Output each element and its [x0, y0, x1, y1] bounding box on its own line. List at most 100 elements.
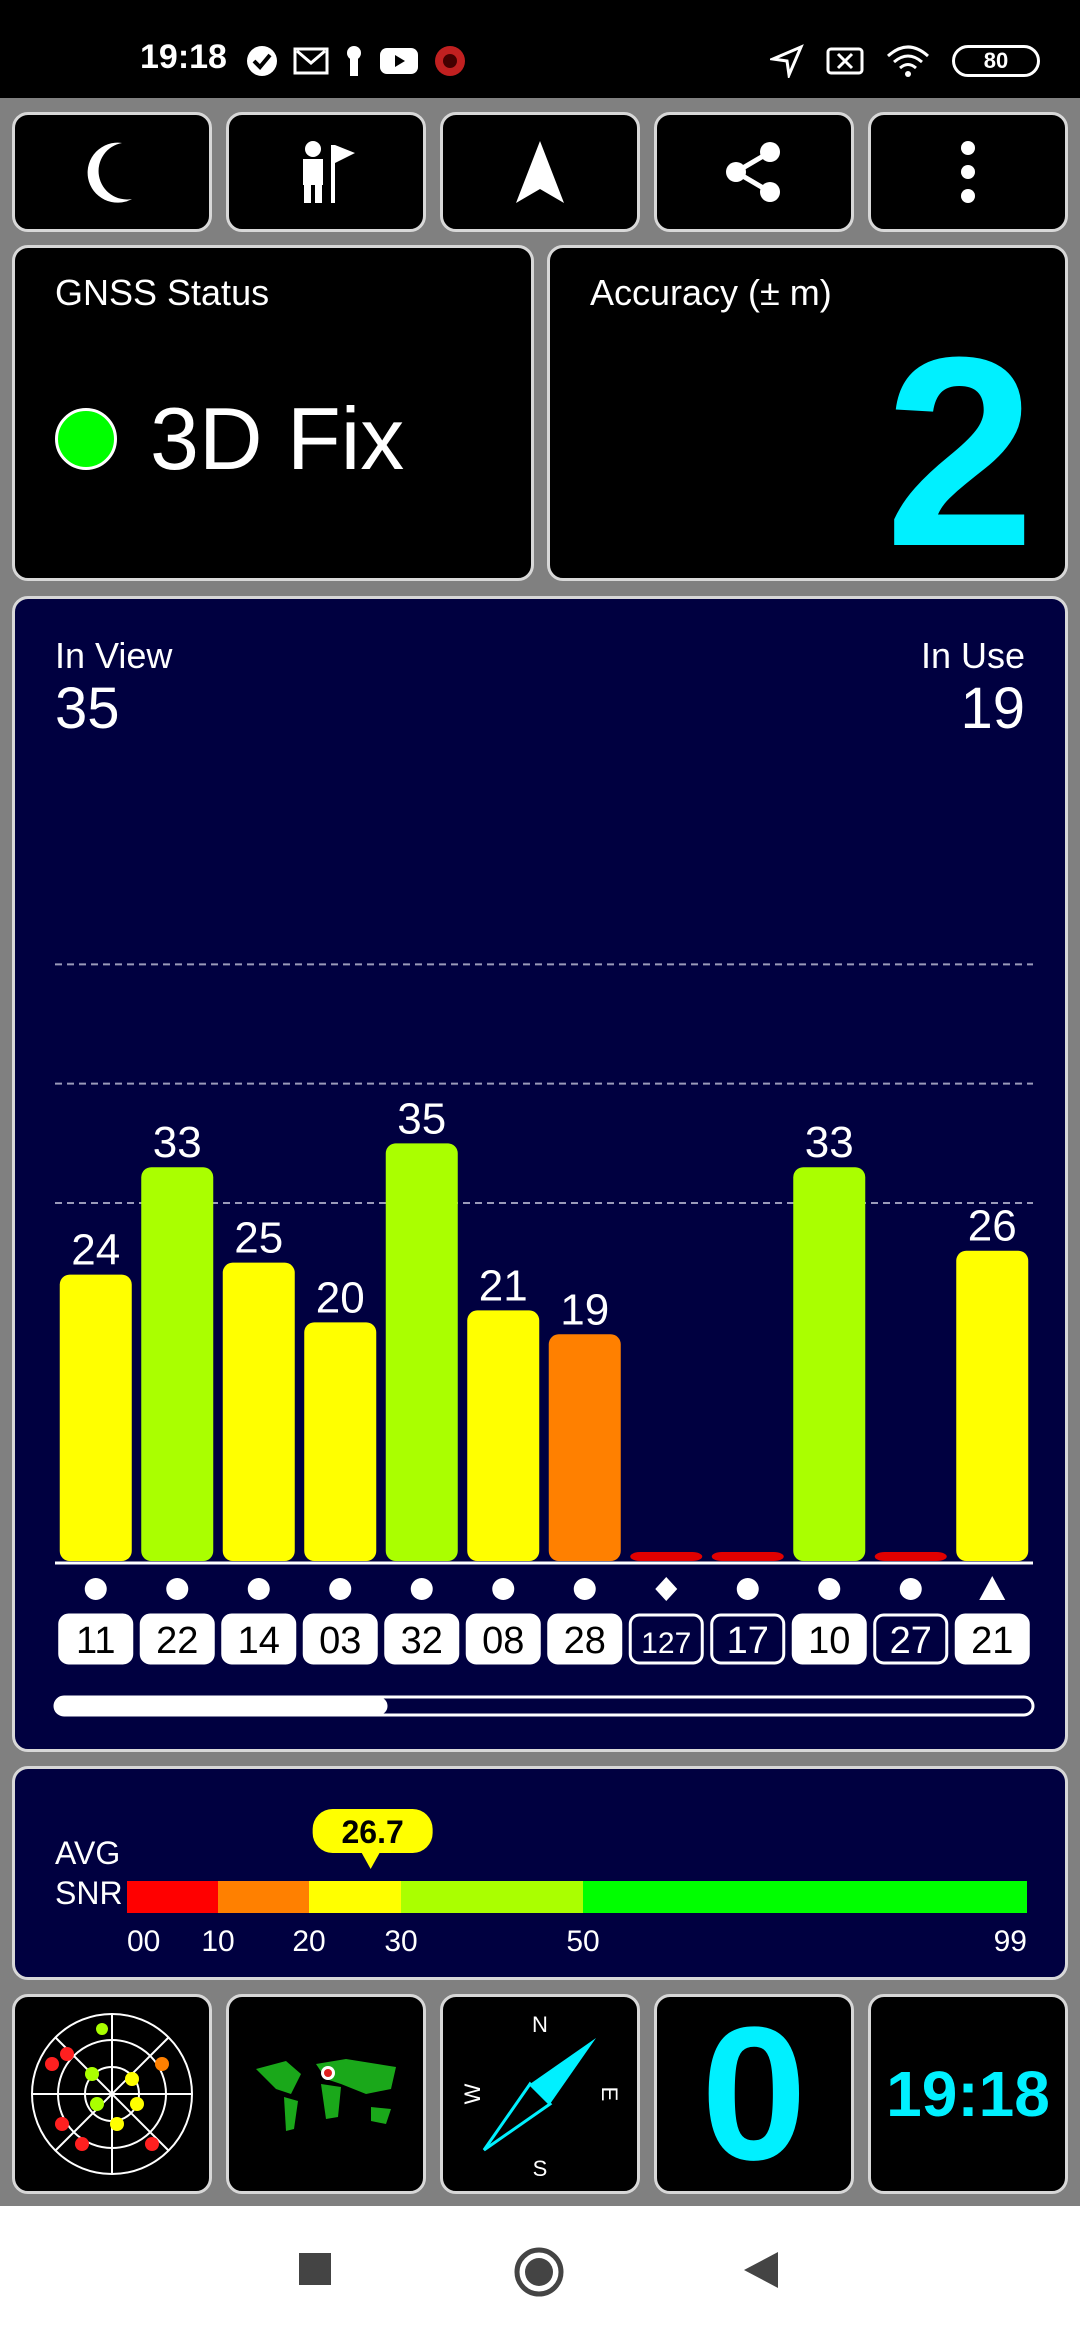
satellite-id-label: 10 [808, 1620, 850, 1662]
check-circle-icon [247, 46, 277, 76]
mail-icon [293, 47, 329, 75]
snr-scale-segment [218, 1881, 309, 1913]
constellation-marker [655, 1577, 678, 1601]
bar-value-label: 24 [71, 1226, 120, 1275]
battery-level: 80 [983, 48, 1009, 73]
compass-tile[interactable]: N S E W [440, 1994, 640, 2194]
home-button[interactable] [513, 2246, 565, 2298]
accuracy-value: 2 [884, 302, 1035, 603]
in-view-count: 35 [55, 676, 120, 741]
speed-value: 0 [701, 1988, 807, 2200]
gnss-status-panel[interactable]: GNSS Status 3D Fix [12, 245, 534, 581]
snr-tick-label: 20 [292, 1925, 325, 1958]
in-view-label: In View [55, 635, 173, 676]
constellation-marker [818, 1578, 841, 1600]
satellite-id-box [791, 1613, 867, 1665]
constellation-marker [329, 1578, 352, 1600]
signal-bar [304, 1322, 377, 1561]
snr-tick-label: 00 [127, 1925, 160, 1958]
constellation-marker [492, 1578, 515, 1600]
status-time: 19:18 [140, 38, 227, 76]
snr-scale: 00 10 20 30 50 99 26.7 [127, 1809, 1027, 1958]
waypoint-button[interactable] [226, 112, 426, 232]
clock-value: 19:18 [886, 2058, 1050, 2130]
in-use-label: In Use [920, 635, 1025, 676]
compass-s: S [533, 2156, 548, 2181]
snr-tick-label: 10 [201, 1925, 234, 1958]
moon-icon [87, 142, 132, 203]
clock-tile[interactable]: 19:18 [868, 1994, 1068, 2194]
satellite-id-box [547, 1613, 623, 1665]
satellites-panel[interactable]: In View 35 In Use 19 24 11 33 22 25 14 20 03 35 3… [12, 596, 1068, 1752]
compass-icon: N S E W [460, 2012, 622, 2181]
world-map-tile[interactable] [226, 1994, 426, 2194]
satellite-id-label: 11 [76, 1620, 115, 1662]
signal-bar-chart: 24 11 33 22 25 14 20 03 35 32 21 08 19 28 127 17 33 10 27 2… [53, 963, 1035, 1717]
satellite-id-label: 03 [319, 1620, 361, 1662]
more-vertical-icon [961, 141, 975, 203]
night-mode-button[interactable] [12, 112, 212, 232]
speed-tile[interactable]: 0 [654, 1994, 854, 2194]
constellation-marker [410, 1578, 433, 1600]
satellite-id-box [710, 1613, 786, 1665]
bar-value-label: 26 [968, 1202, 1017, 1251]
bar-value-label: 33 [153, 1118, 202, 1167]
accuracy-label: Accuracy (± m) [590, 272, 832, 313]
person-flag-icon [303, 141, 355, 203]
satellite-id-box [873, 1613, 949, 1665]
chart-scrollbar-thumb [55, 1697, 388, 1715]
gnss-status-label: GNSS Status [55, 272, 270, 313]
battery-indicator: 80 [952, 45, 1040, 77]
satellite-id-box [954, 1613, 1030, 1665]
satellite-id-box [139, 1613, 215, 1665]
app-badge-icon [435, 46, 465, 76]
more-button[interactable] [868, 112, 1068, 232]
bar-value-label: 25 [234, 1214, 283, 1263]
bar-value-label: 33 [805, 1118, 854, 1167]
navigation-arrow-icon [516, 141, 564, 203]
snr-value: 26.7 [341, 1814, 403, 1850]
system-icons: 80 [770, 40, 1040, 82]
satellite-id-label: 08 [482, 1620, 524, 1662]
notification-icons [245, 40, 467, 82]
back-button[interactable] [742, 2250, 782, 2290]
signal-bar [222, 1262, 295, 1561]
snr-label: SNR [55, 1875, 123, 1911]
system-nav-bar [0, 2206, 1080, 2340]
compass-e: E [597, 2087, 622, 2102]
compass-w: W [460, 2083, 485, 2104]
signal-bar [874, 1552, 947, 1561]
recents-button[interactable] [298, 2252, 332, 2286]
signal-bar [59, 1274, 132, 1561]
navigate-button[interactable] [440, 112, 640, 232]
signal-bar [793, 1167, 866, 1561]
bar-value-label: 19 [560, 1285, 609, 1334]
bar-value-label: 35 [397, 1094, 446, 1143]
satellite-id-box [384, 1613, 460, 1665]
constellation-marker [166, 1578, 189, 1600]
satellite-id-label: 28 [564, 1620, 606, 1662]
avg-snr-panel[interactable]: AVG SNR 00 10 20 30 50 99 26.7 [12, 1766, 1068, 1980]
fix-indicator-dot [55, 408, 117, 470]
constellation-marker [573, 1578, 596, 1600]
snr-value-bubble [312, 1809, 433, 1853]
wifi-icon [886, 45, 930, 77]
share-button[interactable] [654, 112, 854, 232]
constellation-marker [84, 1578, 107, 1600]
satellite-id-box [221, 1613, 297, 1665]
snr-value-pointer [360, 1851, 381, 1869]
youtube-icon [380, 48, 418, 74]
in-use-count: 19 [960, 676, 1025, 741]
signal-bar [548, 1334, 621, 1561]
constellation-marker [979, 1576, 1006, 1600]
satellite-id-box [302, 1613, 378, 1665]
signal-bar [711, 1552, 784, 1561]
gnss-status-value: 3D Fix [150, 389, 405, 488]
satellite-id-box [58, 1613, 134, 1665]
accuracy-panel[interactable]: Accuracy (± m) 2 [547, 245, 1068, 588]
satellite-id-box [628, 1613, 704, 1665]
sky-plot-icon [31, 2013, 193, 2175]
sky-plot-tile[interactable] [12, 1994, 212, 2194]
satellite-id-label: 27 [890, 1620, 932, 1662]
satellite-id-label: 21 [971, 1620, 1013, 1662]
